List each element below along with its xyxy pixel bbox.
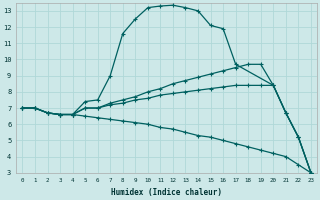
X-axis label: Humidex (Indice chaleur): Humidex (Indice chaleur)	[111, 188, 222, 197]
